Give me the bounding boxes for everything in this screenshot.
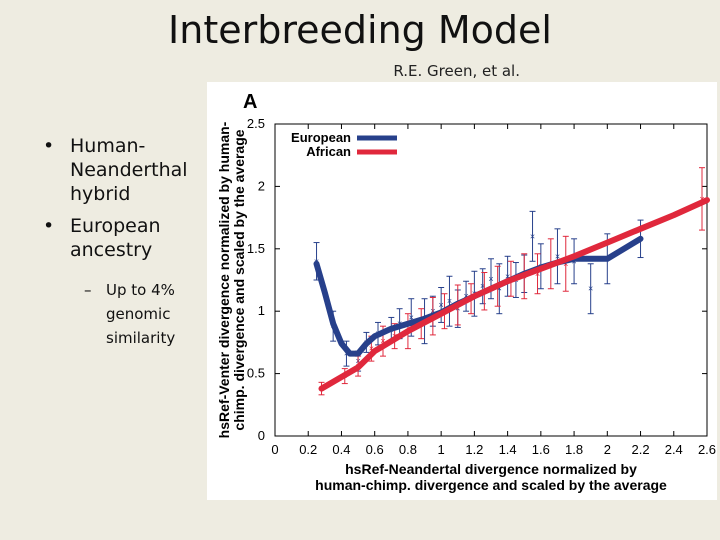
y-tick-label: 1.5	[247, 241, 265, 256]
data-point: ×	[497, 284, 502, 294]
x-tick-label: 1.6	[532, 442, 550, 457]
slide-title: Interbreeding Model	[168, 8, 552, 52]
y-tick-label: 2	[258, 178, 265, 193]
data-point: ×	[409, 312, 414, 322]
x-tick-label: 0.8	[399, 442, 417, 457]
y-tick-label: 0	[258, 428, 265, 443]
data-point: ×	[447, 296, 452, 306]
x-tick-label: 1.8	[565, 442, 583, 457]
bullet-list: Human-Neanderthal hybrid European ancest…	[40, 134, 210, 350]
data-point: ×	[699, 194, 704, 204]
x-tick-label: 2	[604, 442, 611, 457]
data-point: ×	[369, 344, 374, 354]
legend-label: European	[291, 130, 351, 145]
plot-frame	[274, 123, 708, 437]
data-point: ×	[505, 271, 510, 281]
slide-subtitle: R.E. Green, et al.	[393, 62, 520, 80]
x-tick-label: 2.4	[665, 442, 683, 457]
data-point: ×	[535, 269, 540, 279]
data-point: ×	[463, 291, 468, 301]
data-point: ×	[588, 284, 593, 294]
chart-figure: A hsRef-Venter divergence normalized by …	[207, 82, 717, 500]
bullet-item: European ancestry	[40, 214, 210, 262]
data-point: ×	[555, 251, 560, 261]
sub-bullet-item: Up to 4% genomic similarity	[84, 278, 202, 350]
x-tick-label: 2.6	[698, 442, 716, 457]
y-tick-label: 0.5	[247, 366, 265, 381]
data-point: ×	[530, 231, 535, 241]
chart-svg: A hsRef-Venter divergence normalized by …	[216, 91, 716, 493]
data-point: ×	[488, 274, 493, 284]
y-tick-label: 1	[258, 303, 265, 318]
x-tick-label: 0.6	[366, 442, 384, 457]
legend-label: African	[306, 144, 351, 159]
x-tick-label: 1	[438, 442, 445, 457]
x-tick-label: 2.2	[631, 442, 649, 457]
data-point: ×	[380, 336, 385, 346]
x-tick-label: 0.2	[299, 442, 317, 457]
y-axis-label: hsRef-Venter divergence normalized by hu…	[216, 121, 247, 438]
y-tick-label: 2.5	[247, 116, 265, 131]
data-point: ×	[480, 281, 485, 291]
x-tick-label: 0.4	[332, 442, 350, 457]
bullet-item: Human-Neanderthal hybrid	[40, 134, 210, 206]
x-tick-label: 1.4	[499, 442, 517, 457]
series-line-african	[318, 197, 710, 392]
x-tick-label: 1.2	[465, 442, 483, 457]
data-point: ×	[563, 259, 568, 269]
data-point: ×	[439, 300, 444, 310]
x-axis-label: hsRef-Neandertal divergence normalized b…	[315, 461, 667, 493]
panel-label: A	[243, 91, 257, 113]
x-tick-label: 0	[271, 442, 278, 457]
